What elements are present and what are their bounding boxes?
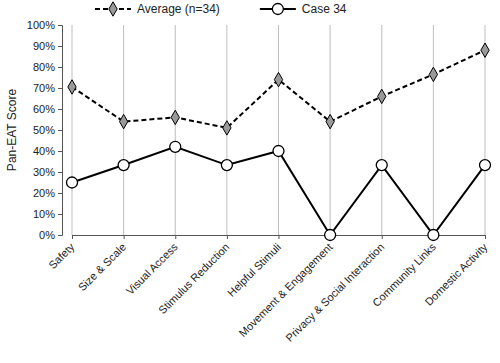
grid	[72, 25, 485, 235]
x-tick-label: Helpful Stimuli	[225, 241, 283, 299]
y-tick-mark	[58, 130, 62, 131]
marker	[118, 160, 129, 171]
x-axis-line	[73, 236, 486, 240]
marker	[273, 146, 284, 157]
x-tick-mark	[124, 235, 125, 239]
series-line	[72, 50, 485, 128]
marker	[480, 160, 491, 171]
y-tick-mark	[58, 172, 62, 173]
y-tick: 0%	[39, 229, 62, 241]
legend-item: Case 34	[260, 2, 347, 16]
y-tick-label: 10%	[33, 208, 55, 220]
x-tick: Size & Scale	[76, 235, 129, 293]
y-tick-label: 20%	[33, 187, 55, 199]
y-tick: 70%	[33, 82, 62, 94]
y-tick: 100%	[27, 19, 62, 31]
grid-line	[433, 25, 434, 235]
y-tick-label: 60%	[33, 103, 55, 115]
y-tick: 60%	[33, 103, 62, 115]
series-line	[72, 147, 485, 235]
x-tick-mark	[72, 235, 73, 239]
y-tick-label: 90%	[33, 40, 55, 52]
x-tick: Helpful Stimuli	[225, 235, 283, 299]
x-tick-mark	[175, 235, 176, 239]
legend-marker	[272, 4, 283, 15]
legend-marker	[109, 2, 117, 16]
y-tick-mark	[58, 193, 62, 194]
y-tick-mark	[58, 109, 62, 110]
marker	[223, 121, 231, 135]
grid-line	[381, 25, 382, 235]
y-tick-mark	[58, 214, 62, 215]
marker	[481, 43, 489, 57]
x-tick-label: Domestic Activity	[422, 240, 490, 308]
y-tick-label: 80%	[33, 61, 55, 73]
y-tick-label: 0%	[39, 229, 55, 241]
y-tick-label: 100%	[27, 19, 55, 31]
x-tick: Safety	[46, 235, 77, 271]
y-tick-label: 30%	[33, 166, 55, 178]
y-tick: 90%	[33, 40, 62, 52]
y-axis: 0% 10% 20% 30% 40% 50% 60% 70% 80% 90% 100%	[27, 19, 63, 241]
x-tick-label: Size & Scale	[76, 241, 129, 294]
marker	[274, 72, 282, 86]
y-tick: 30%	[33, 166, 62, 178]
x-tick-label: Visual Access	[124, 240, 181, 297]
y-tick: 10%	[33, 208, 62, 220]
grid-line	[123, 25, 124, 235]
legend: Average (n=34) Case 34	[95, 2, 347, 16]
marker	[428, 230, 439, 241]
legend-label: Average (n=34)	[137, 2, 220, 16]
x-tick-mark	[279, 235, 280, 239]
marker	[68, 80, 76, 94]
marker	[170, 141, 181, 152]
y-tick-mark	[58, 151, 62, 152]
x-tick-mark	[227, 235, 228, 239]
y-tick: 20%	[33, 187, 62, 199]
y-tick-mark	[58, 235, 62, 236]
grid-line	[330, 25, 331, 235]
x-tick-label: Stimulus Reduction	[156, 241, 232, 317]
y-tick-mark	[58, 46, 62, 47]
x-axis: SafetySize & ScaleVisual AccessStimulus …	[46, 235, 490, 344]
y-tick-mark	[58, 67, 62, 68]
y-tick: 50%	[33, 124, 62, 136]
y-tick-mark	[58, 25, 62, 26]
grid-line	[175, 25, 176, 235]
x-tick: Movement & Engagement	[236, 235, 334, 339]
x-tick-label: Privacy & Social Interaction	[283, 241, 386, 344]
marker	[67, 177, 78, 188]
y-axis-line	[58, 26, 63, 236]
grid-line	[72, 25, 73, 235]
chart: 0%10%20%30%40%50%60%70%80%90%100%SafetyS…	[0, 0, 500, 363]
x-tick: Privacy & Social Interaction	[283, 235, 386, 344]
x-tick: Domestic Activity	[422, 235, 490, 308]
y-tick-mark	[58, 88, 62, 89]
marker	[378, 89, 386, 103]
marker	[171, 110, 179, 124]
marker	[221, 160, 232, 171]
marker	[376, 160, 387, 171]
legend-item: Average (n=34)	[95, 2, 220, 16]
y-tick-label: 40%	[33, 145, 55, 157]
y-tick-label: 50%	[33, 124, 55, 136]
x-tick-label: Movement & Engagement	[236, 241, 334, 339]
marker	[119, 114, 127, 128]
marker	[429, 67, 437, 81]
y-tick-label: 70%	[33, 82, 55, 94]
plot: 0%10%20%30%40%50%60%70%80%90%100%SafetyS…	[27, 19, 491, 344]
x-tick-label: Safety	[46, 240, 77, 271]
marker	[325, 230, 336, 241]
x-tick-mark	[485, 235, 486, 239]
x-tick: Visual Access	[124, 235, 181, 297]
grid-line	[278, 25, 279, 235]
legend-label: Case 34	[302, 2, 347, 16]
marker	[326, 114, 334, 128]
x-tick-mark	[382, 235, 383, 239]
y-axis-title: Pan-EAT Score	[5, 89, 19, 172]
y-tick: 80%	[33, 61, 62, 73]
x-tick: Stimulus Reduction	[156, 235, 232, 316]
y-tick: 40%	[33, 145, 62, 157]
series-group	[67, 43, 491, 241]
